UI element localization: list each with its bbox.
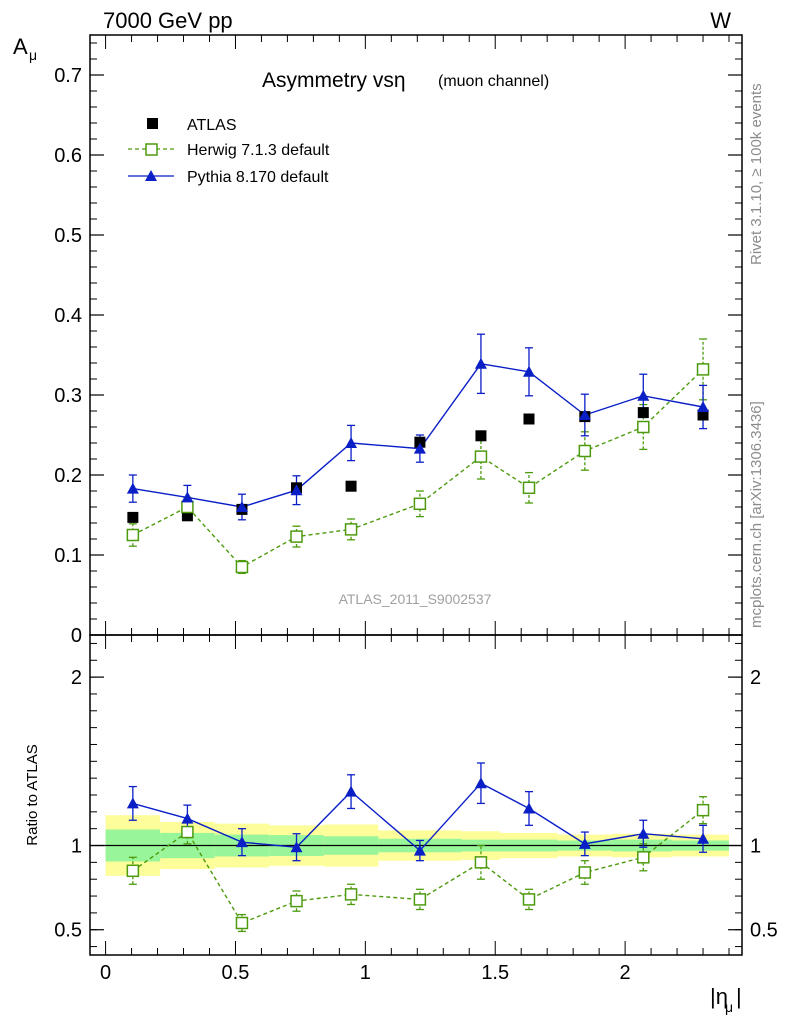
ratio-pythia-point bbox=[578, 837, 591, 849]
x-tick-label: 2 bbox=[620, 962, 631, 984]
atlas-point bbox=[697, 409, 709, 421]
main-y-tick-label: 0.2 bbox=[54, 465, 82, 487]
herwig-point bbox=[344, 523, 358, 536]
ratio-pythia-point bbox=[181, 812, 194, 824]
main-panel-series bbox=[126, 333, 710, 575]
herwig-point bbox=[290, 530, 303, 543]
main-panel-axes: 0 0.1 0.2 0.3 0.4 0.5 0.6 0.7 bbox=[54, 35, 742, 647]
ratio-y-tick-label: 1 bbox=[71, 836, 82, 858]
ratio-herwig-point bbox=[126, 864, 140, 878]
analysis-watermark: ATLAS_2011_S9002537 bbox=[339, 591, 492, 607]
ratio-pythia-point bbox=[637, 827, 650, 839]
pythia-point bbox=[697, 401, 710, 412]
ratio-y-tick-label: 0.5 bbox=[54, 920, 82, 942]
herwig-point bbox=[522, 481, 536, 495]
legend-label-atlas: ATLAS bbox=[187, 117, 237, 134]
ratio-pythia-point bbox=[126, 797, 139, 809]
ratio-panel-series bbox=[126, 762, 710, 933]
mcplots-label: mcplots.cern.ch [arXiv:1306.3436] bbox=[748, 401, 765, 628]
ratio-herwig-point bbox=[637, 851, 650, 864]
main-y-tick-label: 0.4 bbox=[54, 305, 82, 327]
herwig-point bbox=[413, 497, 427, 511]
x-axis-label-end: | bbox=[736, 984, 742, 1009]
pythia-point bbox=[637, 389, 650, 401]
main-y-tick-label: 0.6 bbox=[54, 145, 82, 167]
legend: ATLAS Herwig 7.1.3 default Pythia 8.170 … bbox=[128, 117, 330, 186]
legend-marker-herwig bbox=[145, 143, 158, 156]
ratio-y-tick-label-right: 1 bbox=[750, 836, 761, 858]
x-axis-label: |η bbox=[710, 984, 728, 1009]
pythia-point bbox=[181, 491, 194, 503]
x-tick-label: 1.5 bbox=[481, 962, 509, 984]
process-label: W bbox=[710, 8, 731, 33]
herwig-point bbox=[181, 500, 194, 514]
ratio-herwig-point bbox=[696, 803, 710, 817]
ratio-y-tick-label-right: 0.5 bbox=[750, 920, 778, 942]
herwig-point bbox=[578, 444, 592, 458]
legend-label-pythia: Pythia 8.170 default bbox=[187, 169, 329, 186]
x-tick-label: 1 bbox=[360, 962, 371, 984]
x-axis-label-subscript: μ bbox=[725, 999, 733, 1015]
ratio-herwig-point bbox=[235, 916, 249, 930]
atlas-point bbox=[475, 430, 487, 442]
y-axis-label-subscript: μ bbox=[29, 47, 37, 63]
ratio-y-axis-label: Ratio to ATLAS bbox=[24, 744, 41, 845]
main-y-tick-label: 0 bbox=[71, 625, 82, 647]
main-y-tick-label: 0.1 bbox=[54, 545, 82, 567]
main-y-tick-label: 0.5 bbox=[54, 225, 82, 247]
ratio-herwig-point bbox=[578, 866, 592, 879]
pythia-point bbox=[522, 365, 535, 377]
ratio-pythia-point bbox=[474, 777, 487, 789]
legend-label-herwig: Herwig 7.1.3 default bbox=[187, 142, 330, 159]
ratio-herwig-line bbox=[132, 809, 704, 924]
chart-subtitle: (muon channel) bbox=[438, 73, 549, 90]
pythia-point bbox=[474, 357, 487, 369]
atlas-point bbox=[414, 436, 426, 448]
pythia-point bbox=[235, 501, 248, 512]
pythia-point bbox=[290, 484, 303, 496]
atlas-point bbox=[127, 511, 139, 523]
pythia-point bbox=[126, 482, 139, 494]
main-y-tick-label: 0.3 bbox=[54, 385, 82, 407]
pythia-point bbox=[413, 442, 426, 454]
x-tick-label: 0 bbox=[100, 962, 111, 984]
legend-marker-atlas bbox=[147, 118, 158, 129]
y-axis-label: A bbox=[13, 34, 28, 59]
herwig-point bbox=[696, 363, 710, 376]
ratio-pythia-point bbox=[290, 841, 303, 853]
pythia-point bbox=[578, 409, 591, 420]
ratio-panel-axes: 0.5 1 2 0.5 1 2 0 0.5 1 1.5 2 bbox=[54, 635, 778, 984]
ratio-herwig-point bbox=[522, 893, 536, 906]
rivet-label: Rivet 3.1.10, ≥ 100k events bbox=[748, 83, 765, 265]
atlas-point bbox=[523, 413, 535, 425]
energy-label: 7000 GeV pp bbox=[103, 8, 233, 33]
herwig-point bbox=[126, 528, 140, 542]
ratio-herwig-point bbox=[181, 825, 194, 839]
ratio-pythia-point bbox=[413, 844, 426, 856]
ratio-herwig-point bbox=[290, 894, 303, 908]
ratio-herwig-point bbox=[344, 888, 358, 901]
ratio-y-tick-label-right: 2 bbox=[750, 667, 761, 689]
x-tick-label: 0.5 bbox=[222, 962, 250, 984]
ratio-pythia-point bbox=[235, 836, 248, 848]
ratio-y-tick-label: 2 bbox=[71, 667, 82, 689]
main-y-tick-label: 0.7 bbox=[54, 65, 82, 87]
atlas-point bbox=[345, 480, 357, 492]
chart-title: Asymmetry vsη bbox=[262, 69, 406, 92]
herwig-point bbox=[235, 560, 249, 574]
pythia-point bbox=[345, 437, 358, 448]
herwig-line bbox=[132, 368, 704, 568]
ratio-pythia-point bbox=[522, 802, 535, 814]
atlas-point bbox=[181, 510, 193, 522]
ratio-herwig-point bbox=[413, 893, 427, 906]
ratio-herwig-point bbox=[474, 856, 488, 869]
legend-marker-pythia bbox=[145, 170, 157, 181]
herwig-point bbox=[474, 450, 488, 463]
atlas-point bbox=[637, 407, 649, 419]
ratio-pythia-point bbox=[345, 785, 358, 797]
ratio-pythia-point bbox=[697, 832, 710, 844]
ratio-frame bbox=[89, 634, 743, 956]
herwig-point bbox=[637, 420, 650, 434]
